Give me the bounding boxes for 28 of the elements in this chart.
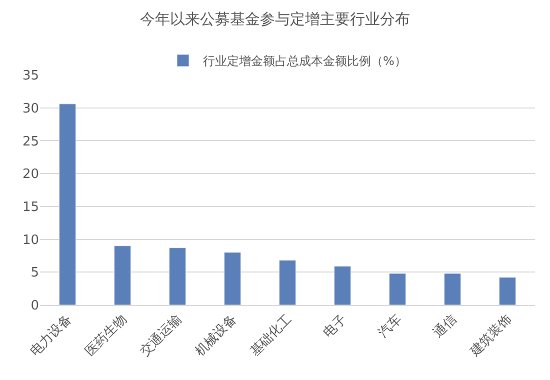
bar <box>279 260 296 305</box>
y-tick-label: 25 <box>22 134 39 150</box>
x-tick-label: 建筑装饰 <box>466 312 515 360</box>
bar <box>334 266 351 305</box>
bar <box>224 252 241 305</box>
bar <box>59 104 76 305</box>
x-tick-label: 基础化工 <box>248 312 295 360</box>
x-tick-label: 电子 <box>320 312 350 341</box>
y-tick-label: 35 <box>22 68 39 84</box>
y-tick-label: 30 <box>22 101 39 116</box>
y-tick-label: 15 <box>22 200 39 215</box>
bar <box>444 273 461 305</box>
bar <box>169 248 186 305</box>
bar <box>114 246 131 305</box>
x-tick-label: 医药生物 <box>82 312 130 360</box>
x-tick-label: 汽车 <box>376 312 405 341</box>
y-tick-label: 5 <box>30 266 39 281</box>
x-tick-label: 交通运输 <box>136 311 185 360</box>
x-tick-label: 机械设备 <box>192 312 240 360</box>
y-tick-label: 10 <box>22 232 39 248</box>
legend-label: 行业定增金额占总成本金额比例（%） <box>203 54 406 68</box>
x-tick-label: 通信 <box>430 312 460 341</box>
y-tick-label: 20 <box>22 167 39 182</box>
chart-title: 今年以来公募基金参与定增主要行业分布 <box>140 10 410 28</box>
bar <box>389 273 406 305</box>
y-tick-label: 0 <box>30 298 39 314</box>
bar <box>499 277 516 305</box>
x-tick-label: 电力设备 <box>28 312 75 360</box>
